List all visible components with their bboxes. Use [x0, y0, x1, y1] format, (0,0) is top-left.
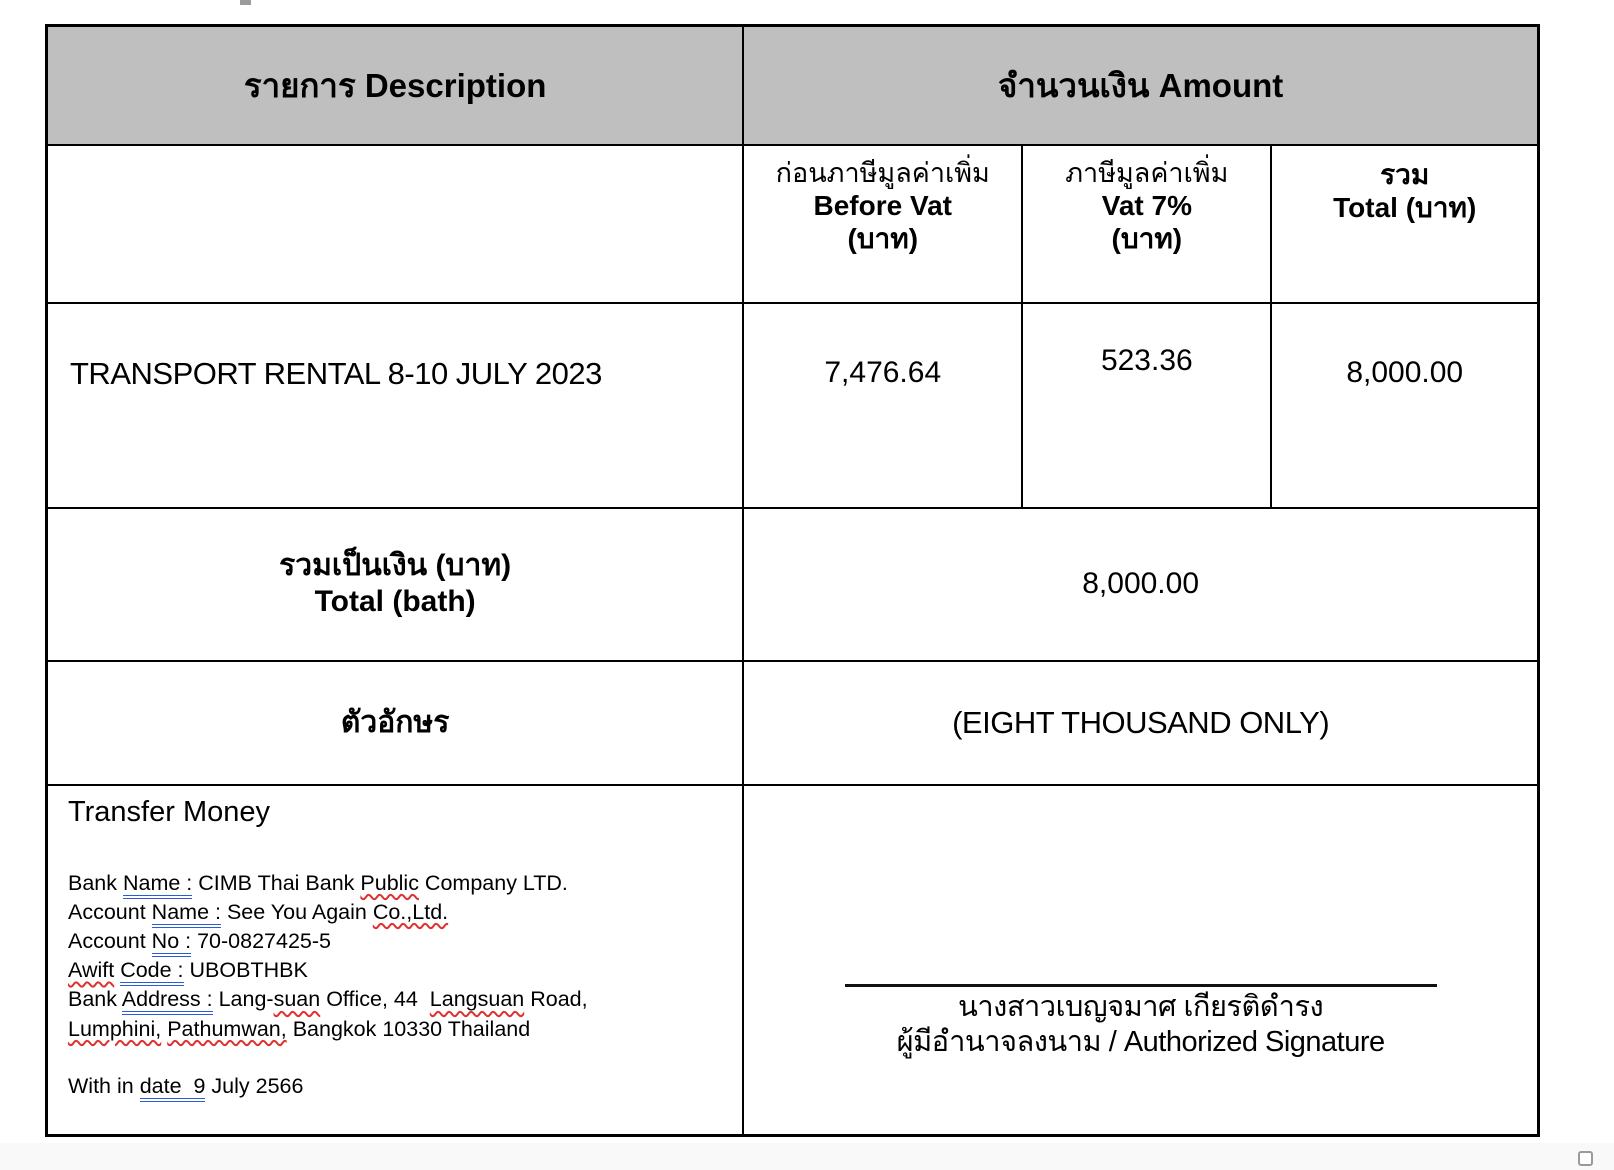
- item-total-cell: 8,000.00: [1270, 301, 1540, 509]
- transfer-money-cell: Transfer Money Bank Name : CIMB Thai Ban…: [45, 783, 745, 1137]
- before-vat-unit-label: (บาท): [847, 223, 919, 255]
- grand-total-amount-cell: 8,000.00: [742, 506, 1540, 662]
- bank-address-line-2: Lumphini, Pathumwan, Bangkok 10330 Thail…: [68, 1016, 531, 1041]
- signatory-title: ผู้มีอำนาจลงนาม / Authorized Signature: [896, 1025, 1386, 1058]
- empty-subheader-cell: [45, 143, 745, 304]
- account-no-line: Account No : 70-0827425-5: [68, 927, 732, 957]
- grand-total-thai-label: รวมเป็นเงิน (บาท): [279, 549, 512, 582]
- vat-column-header: ภาษีมูลค่าเพิ่ม Vat 7% (บาท): [1021, 143, 1273, 304]
- line-item-row: TRANSPORT RENTAL 8-10 JULY 2023 7,476.64…: [45, 301, 1540, 509]
- item-before-vat-cell: 7,476.64: [742, 301, 1024, 509]
- vat-en-label: Vat 7%: [1101, 190, 1192, 222]
- vat-unit-label: (บาท): [1111, 223, 1183, 255]
- signature-line: [844, 983, 1437, 987]
- cropped-text-fragment: [240, 0, 251, 5]
- grand-total-en-label: Total (bath): [314, 585, 476, 618]
- swift-code-line: Awift Code : UBOBTHBK: [68, 956, 732, 987]
- payment-and-signature-row: Transfer Money Bank Name : CIMB Thai Ban…: [45, 783, 1540, 1137]
- signatory-name: นางสาวเบญจมาศ เกียรติดำรง: [958, 990, 1324, 1023]
- bottom-strip: [0, 1143, 1614, 1170]
- before-vat-column-header: ก่อนภาษีมูลค่าเพิ่ม Before Vat (บาท): [742, 143, 1024, 304]
- signature-block: นางสาวเบญจมาศ เกียรติดำรง ผู้มีอำนาจลงนา…: [745, 983, 1536, 1061]
- vat-thai-label: ภาษีมูลค่าเพิ่ม: [1065, 157, 1229, 188]
- item-vat-cell: 523.36: [1021, 301, 1273, 509]
- bank-name-line: Bank Name : CIMB Thai Bank Public Compan…: [68, 869, 732, 899]
- signature-cell: นางสาวเบญจมาศ เกียรติดำรง ผู้มีอำนาจลงนา…: [742, 783, 1540, 1137]
- amount-in-words-value-cell: (EIGHT THOUSAND ONLY): [742, 659, 1540, 786]
- before-vat-thai-label: ก่อนภาษีมูลค่าเพิ่ม: [775, 157, 990, 188]
- amount-in-words-label-cell: ตัวอักษร: [45, 659, 745, 786]
- account-name-line: Account Name : See You Again Co.,Ltd.: [68, 898, 732, 928]
- before-vat-en-label: Before Vat: [813, 190, 953, 222]
- total-column-header: รวม Total (บาท): [1270, 143, 1540, 304]
- transfer-money-title: Transfer Money: [68, 795, 270, 828]
- table-subheader-row: ก่อนภาษีมูลค่าเพิ่ม Before Vat (บาท) ภาษ…: [45, 143, 1540, 304]
- amount-in-words-row: ตัวอักษร (EIGHT THOUSAND ONLY): [45, 659, 1540, 786]
- bank-address-line-1: Bank Address : Lang-suan Office, 44 Lang…: [68, 985, 732, 1016]
- total-thai-label: รวม: [1380, 158, 1430, 190]
- grand-total-label-cell: รวมเป็นเงิน (บาท) Total (bath): [45, 506, 745, 662]
- description-header-cell: รายการ Description: [45, 24, 745, 146]
- grand-total-row: รวมเป็นเงิน (บาท) Total (bath) 8,000.00: [45, 506, 1540, 662]
- invoice-table: รายการ Description จำนวนเงิน Amount ก่อน…: [45, 24, 1540, 1137]
- item-description-cell: TRANSPORT RENTAL 8-10 JULY 2023: [45, 301, 745, 509]
- amount-header-cell: จำนวนเงิน Amount: [742, 24, 1540, 146]
- total-en-label: Total (บาท): [1333, 191, 1477, 223]
- table-header-row: รายการ Description จำนวนเงิน Amount: [45, 24, 1540, 146]
- corner-handle-icon[interactable]: [1578, 1151, 1593, 1166]
- payment-due-date-line: With in date 9 July 2566: [68, 1072, 732, 1102]
